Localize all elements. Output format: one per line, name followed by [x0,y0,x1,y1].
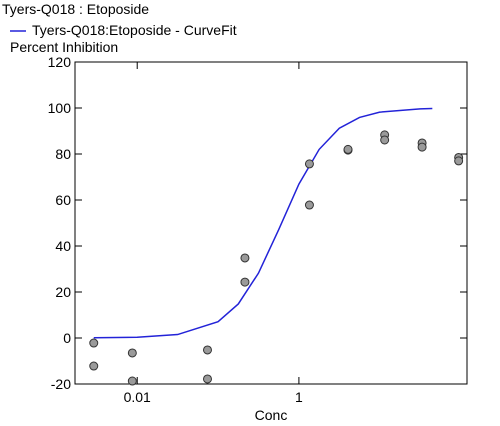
data-point [304,200,314,210]
data-point [127,376,137,386]
y-tick-label: 0 [63,330,71,346]
data-point [454,156,464,166]
data-point [202,374,212,384]
x-tick-label: 1 [295,389,303,405]
data-point [417,142,427,152]
data-point [89,361,99,371]
data-point [380,135,390,145]
y-tick-label: 20 [55,284,71,300]
x-axis-label: Conc [255,407,288,421]
data-point [89,338,99,348]
data-point [127,348,137,358]
data-point [202,345,212,355]
curve-fit [93,107,433,339]
data-point [304,159,314,169]
y-tick-label: 40 [55,238,71,254]
y-tick-label: 100 [48,100,72,116]
data-point [343,144,353,154]
y-axis-label: Percent Inhibition [10,39,118,55]
data-point [240,253,250,263]
data-point [240,277,250,287]
y-tick-label: 80 [55,146,71,162]
y-tick-label: 60 [55,192,71,208]
chart-title: Tyers-Q018 : Etoposide [2,1,149,17]
x-tick-label: 0.01 [124,389,151,405]
legend-label: Tyers-Q018:Etoposide - CurveFit [32,22,237,38]
y-tick-label: -20 [51,376,71,392]
plot-frame [74,61,468,385]
y-tick-label: 120 [48,54,72,70]
